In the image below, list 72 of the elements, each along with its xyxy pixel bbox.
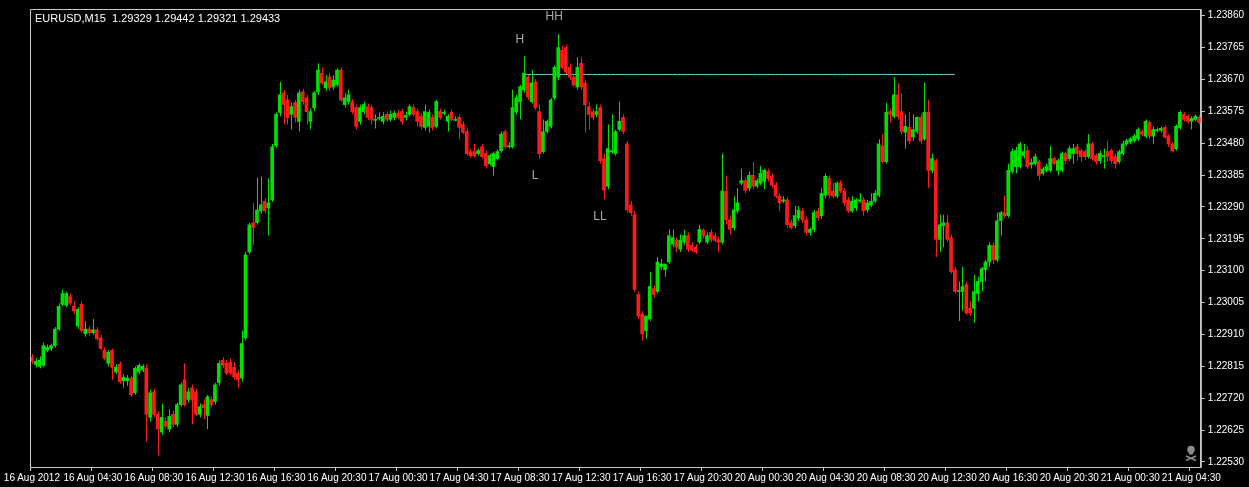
x-tick-label: 16 Aug 12:30 — [185, 471, 245, 483]
x-tick-label: 17 Aug 00:30 — [368, 471, 428, 483]
y-tick-label: 1.22530 — [1207, 455, 1245, 467]
y-tick-label: 1.23005 — [1207, 296, 1245, 308]
candlestick — [216, 359, 221, 387]
y-tick-label: 1.23100 — [1207, 264, 1245, 276]
x-tick-label: 17 Aug 04:30 — [429, 471, 489, 483]
candlestick — [308, 108, 313, 130]
x-tick-label: 20 Aug 12:30 — [917, 471, 978, 483]
x-tick-label: 17 Aug 20:30 — [673, 471, 734, 483]
y-tick-label: 1.22910 — [1207, 328, 1245, 340]
candlestick — [503, 128, 507, 150]
candlestick — [892, 76, 896, 119]
x-tick-label: 20 Aug 04:30 — [795, 471, 856, 483]
candlestick — [75, 306, 80, 330]
candlestick — [560, 45, 564, 70]
x-tick-label: 20 Aug 08:30 — [856, 471, 917, 483]
candlestick — [255, 176, 259, 226]
candlestick — [358, 104, 362, 125]
chart-title: EURUSD,M15 1.29329 1.29442 1.29321 1.29433 — [35, 12, 281, 25]
x-tick-label: 17 Aug 08:30 — [490, 471, 550, 483]
x-tick-label: 21 Aug 00:30 — [1100, 471, 1161, 483]
candlestick — [827, 174, 831, 199]
candlestick — [1017, 141, 1022, 170]
candlestick — [541, 118, 545, 155]
y-tick-label: 1.23860 — [1207, 9, 1245, 21]
y-tick-label: 1.22720 — [1207, 391, 1245, 403]
annotation: LL — [593, 208, 607, 223]
x-tick-label: 20 Aug 20:30 — [1039, 471, 1100, 483]
x-tick-label: 16 Aug 2012 — [3, 471, 61, 483]
y-tick-label: 1.23575 — [1207, 105, 1245, 117]
candlestick — [907, 111, 911, 145]
candlestick — [525, 74, 530, 101]
annotation: H — [515, 31, 525, 46]
candlestick — [750, 161, 755, 190]
candlestick — [941, 214, 946, 248]
candlestick — [956, 280, 961, 322]
candlestick — [1090, 141, 1094, 162]
x-tick-label: 21 Aug 04:30 — [1161, 471, 1222, 483]
x-tick-label: 20 Aug 00:30 — [734, 471, 795, 483]
candlestick — [1002, 194, 1007, 219]
candlestick — [1014, 146, 1018, 174]
y-tick-label: 1.22815 — [1207, 360, 1245, 372]
candlestick — [762, 168, 766, 190]
candlestick — [686, 231, 690, 253]
candlestick — [335, 67, 339, 88]
x-tick-label: 17 Aug 12:30 — [551, 471, 612, 483]
candlestick — [621, 113, 625, 135]
y-tick-label: 1.23765 — [1207, 41, 1245, 53]
x-tick-label: 17 Aug 16:30 — [612, 471, 673, 483]
candlestick — [213, 382, 217, 406]
candlestick — [289, 102, 294, 130]
candlestick — [251, 202, 255, 246]
annotation: HH — [545, 9, 563, 24]
x-tick-label: 16 Aug 16:30 — [246, 471, 306, 483]
candlestick — [811, 209, 816, 233]
x-tick-label: 16 Aug 04:30 — [63, 471, 123, 483]
x-tick-label: 16 Aug 08:30 — [124, 471, 184, 483]
x-tick-label: 16 Aug 20:30 — [307, 471, 367, 483]
y-tick-label: 1.23670 — [1207, 73, 1245, 85]
annotation: L — [531, 168, 539, 183]
y-tick-label: 1.23195 — [1207, 232, 1245, 244]
candlestick — [930, 153, 934, 174]
x-tick-label: 20 Aug 16:30 — [978, 471, 1039, 483]
y-tick-label: 1.23480 — [1207, 136, 1245, 148]
y-tick-label: 1.22625 — [1207, 423, 1245, 435]
y-tick-label: 1.23290 — [1207, 200, 1245, 212]
candlestick — [991, 241, 995, 265]
candlestick — [1036, 159, 1041, 181]
candlestick — [911, 113, 915, 142]
candlestick — [293, 99, 297, 123]
y-tick-label: 1.23385 — [1207, 168, 1245, 180]
